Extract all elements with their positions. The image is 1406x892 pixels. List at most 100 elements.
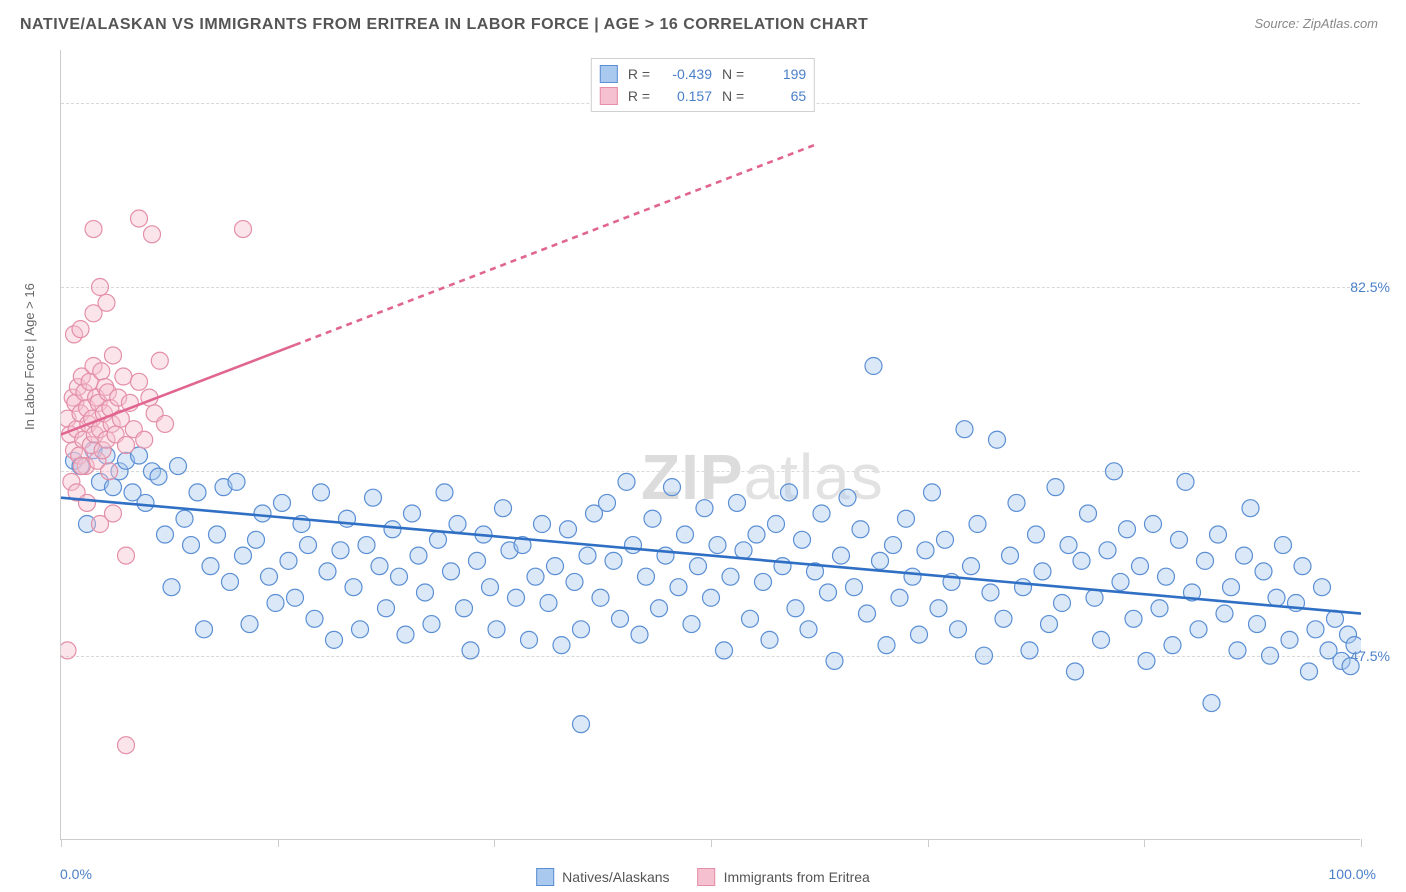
x-tick — [1144, 839, 1145, 847]
data-point — [787, 600, 804, 617]
data-point — [384, 521, 401, 538]
data-point — [352, 621, 369, 638]
data-point — [1281, 631, 1298, 648]
data-point — [696, 500, 713, 517]
data-point — [761, 631, 778, 648]
legend-row-blue: R = -0.439 N = 199 — [600, 63, 806, 85]
data-point — [1171, 531, 1188, 548]
data-point — [378, 600, 395, 617]
data-point — [319, 563, 336, 580]
data-point — [1060, 537, 1077, 554]
data-point — [1073, 552, 1090, 569]
data-point — [547, 558, 564, 575]
data-point — [115, 368, 132, 385]
data-point — [917, 542, 934, 559]
source-label: Source: ZipAtlas.com — [1254, 16, 1378, 31]
data-point — [644, 510, 661, 527]
data-point — [839, 489, 856, 506]
legend-item-blue: Natives/Alaskans — [536, 868, 669, 886]
data-point — [274, 494, 291, 511]
data-point — [105, 347, 122, 364]
data-point — [1346, 637, 1361, 654]
data-point — [800, 621, 817, 638]
data-point — [1047, 479, 1064, 496]
data-point — [521, 631, 538, 648]
data-point — [1229, 642, 1246, 659]
data-point — [1132, 558, 1149, 575]
data-point — [61, 642, 76, 659]
data-point — [469, 552, 486, 569]
data-point — [358, 537, 375, 554]
x-tick — [928, 839, 929, 847]
correlation-legend: R = -0.439 N = 199 R = 0.157 N = 65 — [591, 58, 815, 112]
data-point — [1008, 494, 1025, 511]
data-point — [137, 494, 154, 511]
data-point — [1164, 637, 1181, 654]
legend-swatch-pink — [600, 87, 618, 105]
data-point — [677, 526, 694, 543]
data-point — [1294, 558, 1311, 575]
data-point — [482, 579, 499, 596]
data-point — [1067, 663, 1084, 680]
data-point — [391, 568, 408, 585]
data-point — [1151, 600, 1168, 617]
data-point — [150, 468, 167, 485]
data-point — [989, 431, 1006, 448]
data-point — [98, 294, 115, 311]
data-point — [748, 526, 765, 543]
data-point — [1275, 537, 1292, 554]
data-point — [365, 489, 382, 506]
legend-row-pink: R = 0.157 N = 65 — [600, 85, 806, 107]
data-point — [235, 547, 252, 564]
data-point — [404, 505, 421, 522]
data-point — [397, 626, 414, 643]
data-point — [573, 621, 590, 638]
legend-swatch-pink-icon — [698, 868, 716, 886]
data-point — [560, 521, 577, 538]
data-point — [280, 552, 297, 569]
data-point — [1342, 658, 1359, 675]
data-point — [1301, 663, 1318, 680]
data-point — [332, 542, 349, 559]
data-point — [196, 621, 213, 638]
data-point — [1262, 647, 1279, 664]
data-point — [1028, 526, 1045, 543]
data-point — [254, 505, 271, 522]
data-point — [462, 642, 479, 659]
data-point — [709, 537, 726, 554]
data-point — [872, 552, 889, 569]
data-point — [1125, 610, 1142, 627]
data-point — [599, 494, 616, 511]
data-point — [911, 626, 928, 643]
data-point — [924, 484, 941, 501]
data-point — [846, 579, 863, 596]
data-point — [1041, 616, 1058, 633]
data-point — [690, 558, 707, 575]
data-point — [488, 621, 505, 638]
data-point — [495, 500, 512, 517]
data-point — [151, 352, 168, 369]
data-point — [73, 458, 90, 475]
data-point — [1242, 500, 1259, 517]
scatter-svg — [61, 50, 1361, 840]
data-point — [937, 531, 954, 548]
data-point — [625, 537, 642, 554]
data-point — [904, 568, 921, 585]
data-point — [969, 516, 986, 533]
data-point — [202, 558, 219, 575]
x-tick-100: 100.0% — [1329, 866, 1376, 882]
data-point — [833, 547, 850, 564]
data-point — [865, 358, 882, 375]
data-point — [423, 616, 440, 633]
data-point — [722, 568, 739, 585]
data-point — [885, 537, 902, 554]
data-point — [995, 610, 1012, 627]
data-point — [1216, 605, 1233, 622]
x-tick-0: 0.0% — [60, 866, 92, 882]
data-point — [287, 589, 304, 606]
data-point — [144, 226, 161, 243]
data-point — [891, 589, 908, 606]
data-point — [430, 531, 447, 548]
data-point — [235, 221, 252, 238]
data-point — [950, 621, 967, 638]
